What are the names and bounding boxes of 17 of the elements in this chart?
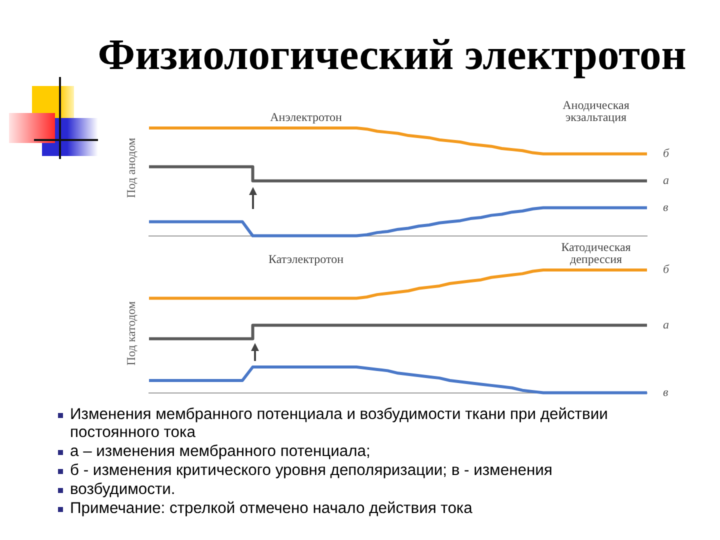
text: б - изменения критического уровня деполяризации; в - изменения [70, 462, 552, 479]
series-label: б [663, 146, 670, 160]
text: Анэлектротон [270, 110, 342, 124]
y-axis-title: Под катодом [124, 300, 138, 366]
series-label: б [663, 262, 670, 276]
series-label: в [663, 384, 668, 399]
text: Анодическая экзальтация [562, 98, 630, 124]
series-label: в [663, 200, 668, 214]
y-axis-title: Под анодом [124, 137, 138, 198]
text: возбудимости. [70, 481, 176, 498]
text: Катэлектротон [268, 252, 344, 266]
text: Примечание: стрелкой отмечено начало действия тока [70, 500, 472, 517]
text: а – изменения мембранного потенциала; [70, 443, 370, 460]
series-label: а [663, 172, 669, 187]
chart-title: Физиологический электротон [96, 30, 688, 80]
text: Катодическая депрессия [561, 240, 632, 266]
series-label: а [663, 317, 669, 332]
